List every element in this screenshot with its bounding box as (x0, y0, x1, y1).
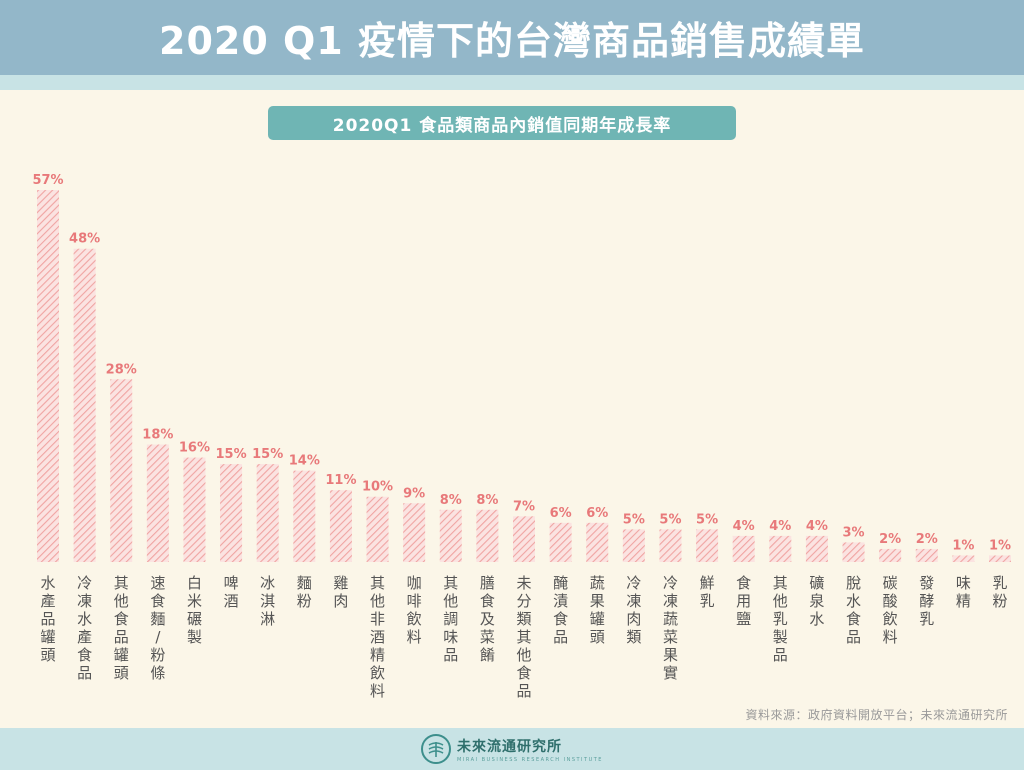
bar-value-label: 5% (659, 512, 681, 527)
bar-2 (110, 379, 133, 562)
category-label: 冷凍蔬菜果實 (663, 574, 678, 682)
logo-name: 未來流通研究所 (457, 738, 563, 755)
category-label: 白米碾製 (187, 574, 202, 646)
category-label: 發酵乳 (919, 574, 934, 628)
bar-26 (989, 555, 1011, 562)
bar-value-label: 5% (623, 512, 645, 527)
category-label: 啤酒 (224, 574, 239, 610)
bar-value-label: 7% (513, 499, 535, 514)
category-label: 醃漬食品 (553, 574, 568, 646)
category-label: 麵粉 (297, 574, 312, 610)
bar-9 (366, 496, 389, 562)
header-bar: 2020 Q1 疫情下的台灣商品銷售成績單 (0, 0, 1024, 75)
bar-11 (439, 509, 462, 562)
category-label: 咖啡飲料 (407, 574, 422, 646)
bar-value-label: 4% (806, 519, 828, 534)
bar-value-label: 28% (106, 362, 137, 377)
category-label: 其他調味品 (443, 574, 458, 664)
category-label: 鮮乳 (700, 574, 715, 610)
category-label: 水產品罐頭 (40, 574, 55, 664)
bar-value-label: 2% (879, 532, 901, 547)
bar-value-label: 15% (216, 447, 247, 462)
bar-value-label: 16% (179, 441, 210, 456)
bar-20 (769, 535, 792, 562)
category-label: 食用鹽 (736, 574, 751, 628)
bar-15 (586, 522, 609, 562)
bar-value-label: 4% (733, 519, 755, 534)
bar-value-label: 14% (289, 454, 320, 469)
bar-25 (952, 555, 975, 562)
category-label: 冷凍肉類 (626, 574, 641, 646)
bar-16 (622, 529, 645, 562)
category-label: 乳粉 (992, 574, 1007, 610)
bar-13 (513, 516, 535, 562)
bar-17 (659, 529, 682, 562)
bar-value-label: 9% (403, 486, 425, 501)
page-title: 2020 Q1 疫情下的台灣商品銷售成績單 (159, 19, 865, 63)
category-label: 礦泉水 (809, 574, 824, 628)
bar-0 (37, 190, 59, 562)
category-label: 其他乳製品 (773, 574, 788, 664)
bar-value-label: 57% (32, 173, 63, 188)
bar-24 (915, 548, 938, 562)
bar-value-label: 15% (252, 447, 283, 462)
chart-title: 2020Q1 食品類商品內銷值同期年成長率 (268, 106, 736, 140)
bar-7 (293, 470, 316, 562)
bar-value-label: 1% (989, 538, 1011, 553)
bar-value-label: 48% (69, 232, 100, 247)
category-label: 脫水食品 (846, 574, 861, 646)
bars-layer: 57% 水產品罐頭 48% 冷凍水產食品 28% 其他食品罐頭 18% 速食麵/粉條 16% 白米… (32, 173, 1011, 700)
mic-logo-icon (421, 734, 452, 764)
bar-value-label: 18% (142, 428, 173, 443)
bar-21 (805, 535, 828, 562)
category-label: 冰淇淋 (260, 574, 275, 628)
category-label: 碳酸飲料 (883, 574, 898, 646)
bar-19 (732, 535, 755, 562)
bar-23 (879, 548, 902, 562)
bar-value-label: 2% (916, 532, 938, 547)
source-note: 資料來源：政府資料開放平台；未來流通研究所 (745, 708, 1008, 722)
bar-14 (549, 522, 572, 562)
category-label: 速食麵/粉條 (150, 574, 165, 682)
bar-value-label: 6% (550, 506, 572, 521)
category-label: 其他食品罐頭 (114, 574, 129, 682)
bar-4 (183, 457, 206, 562)
bar-value-label: 5% (696, 512, 718, 527)
category-label: 膳食及菜餚 (480, 574, 495, 664)
logo: 未來流通研究所 MIRAI BUSINESS RESEARCH INSTITUT… (421, 734, 603, 764)
footer-bar: 未來流通研究所 MIRAI BUSINESS RESEARCH INSTITUT… (0, 728, 1024, 770)
bar-value-label: 4% (769, 519, 791, 534)
bar-12 (476, 509, 499, 562)
bar-1 (73, 248, 96, 562)
category-label: 冷凍水產食品 (77, 574, 92, 682)
bar-6 (256, 464, 279, 562)
bar-value-label: 11% (325, 473, 356, 488)
category-label: 未分類其他食品 (516, 574, 531, 700)
bar-value-label: 3% (842, 525, 864, 540)
bar-chart: 57% 水產品罐頭 48% 冷凍水產食品 28% 其他食品罐頭 18% 速食麵/粉條 16% 白米… (32, 173, 1011, 700)
bar-value-label: 6% (586, 506, 608, 521)
header-band (0, 75, 1024, 90)
category-label: 味精 (956, 574, 971, 610)
bar-5 (220, 464, 243, 562)
bar-8 (329, 490, 352, 562)
bar-value-label: 8% (440, 493, 462, 508)
bar-18 (696, 529, 719, 562)
category-label: 蔬果罐頭 (590, 574, 605, 646)
bar-value-label: 10% (362, 480, 393, 495)
category-label: 其他非酒精飲料 (370, 574, 385, 700)
bar-3 (146, 444, 169, 562)
bar-value-label: 1% (952, 538, 974, 553)
bar-value-label: 8% (476, 493, 498, 508)
bar-22 (842, 542, 865, 562)
bar-10 (403, 503, 426, 562)
logo-subtitle: MIRAI BUSINESS RESEARCH INSTITUTE (457, 756, 603, 763)
category-label: 雞肉 (333, 574, 348, 610)
